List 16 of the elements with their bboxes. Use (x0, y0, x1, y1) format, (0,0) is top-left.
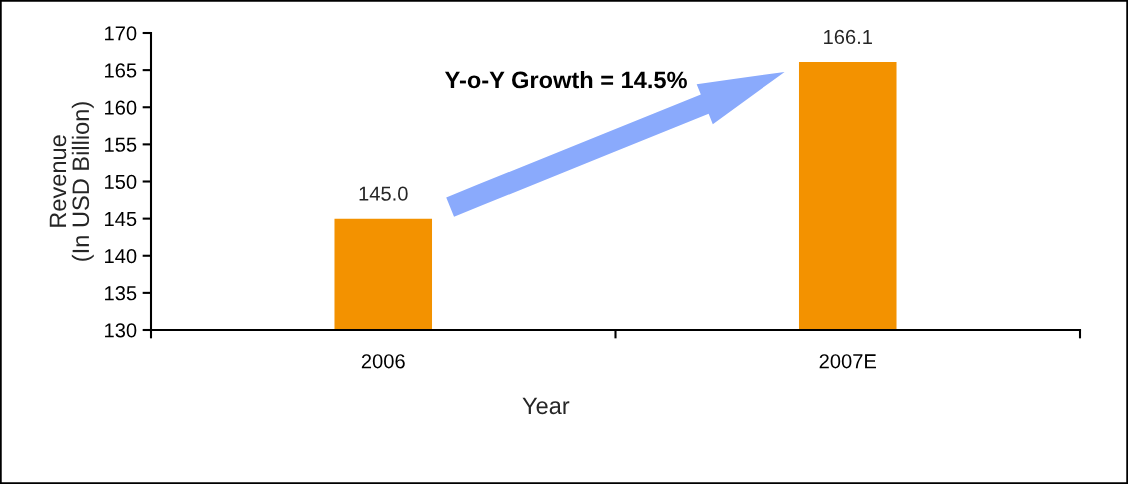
y-tick-label: 140 (105, 248, 137, 264)
x-axis-title: Year (522, 397, 570, 415)
x-tick-label: 2007E (819, 354, 876, 369)
y-tick-label: 160 (105, 100, 137, 115)
y-axis-title: Revenue (In USD Billion) (49, 102, 94, 261)
annotation: Y-o-Y Growth = 14.5% (444, 71, 687, 89)
y-tick-label: 165 (105, 63, 137, 78)
y-tick-label: 170 (105, 26, 137, 41)
y-tick-label: 150 (105, 174, 137, 189)
y-tick-label: 135 (105, 286, 137, 301)
data-label: 145.0 (359, 186, 408, 201)
data-label: 166.1 (824, 29, 872, 45)
y-tick-label: 155 (105, 137, 137, 152)
x-tick-label: 2006 (361, 354, 405, 369)
y-tick-label: 145 (105, 212, 137, 227)
y-tick-label: 130 (105, 323, 137, 338)
